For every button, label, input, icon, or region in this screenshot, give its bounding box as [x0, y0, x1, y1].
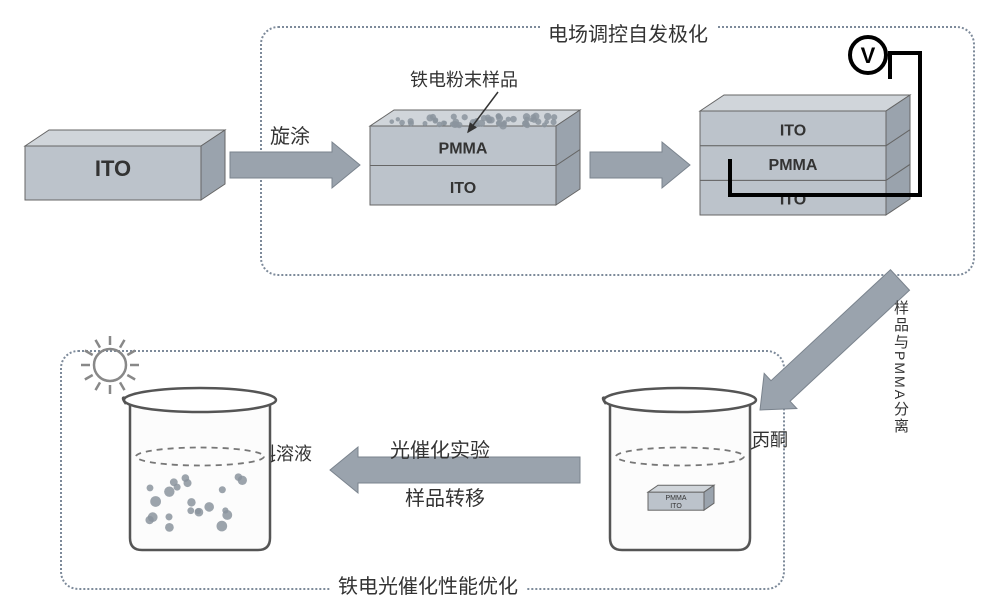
beaker-dye: [120, 380, 290, 570]
svg-text:PMMA: PMMA: [666, 495, 687, 502]
svg-text:ITO: ITO: [670, 503, 682, 510]
beaker-acetone: PMMAITO: [600, 380, 770, 570]
sun-icon: [75, 330, 145, 400]
